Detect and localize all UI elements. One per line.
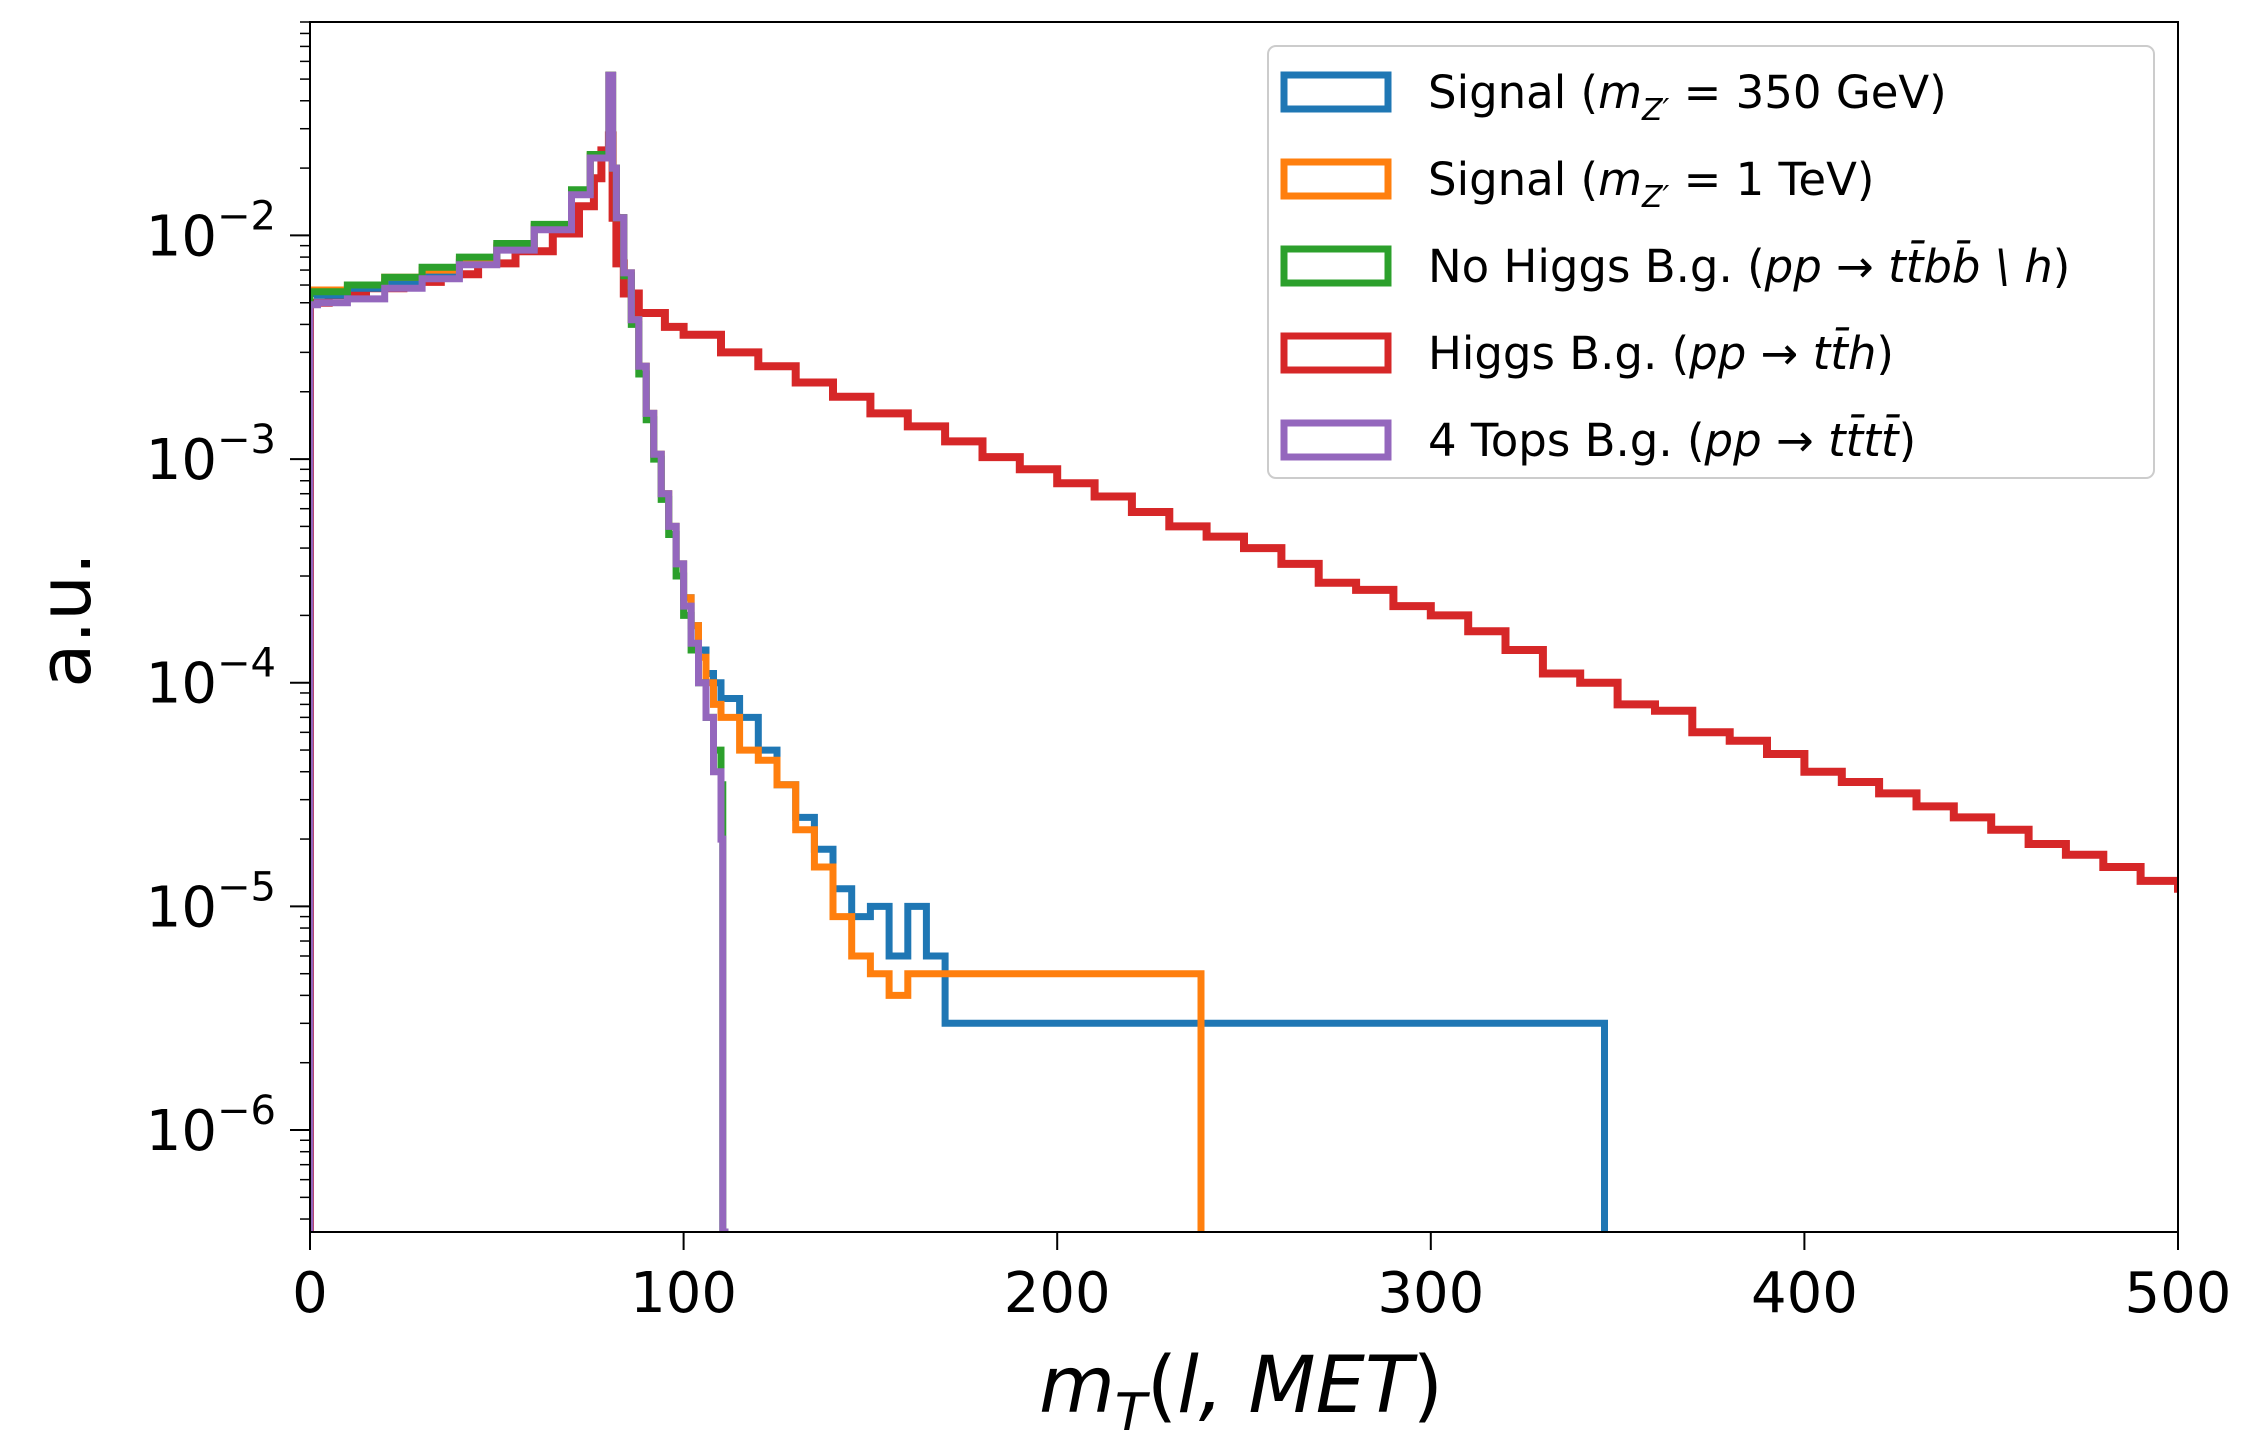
legend-swatch [1280,245,1392,287]
legend-swatch [1280,332,1392,374]
series-4-line [310,71,729,1232]
y-tick-label: 10−3 [146,417,276,493]
y-minor-ticks [300,21,310,1220]
legend-label: Higgs B.g. (pp → tt̄h) [1428,327,1894,380]
series-3-line [310,131,2178,1232]
x-tick-label: 100 [630,1261,737,1326]
y-tick-label: 10−4 [146,641,276,717]
y-tick-label: 10−2 [146,193,276,269]
legend-label: Signal (mZ′ = 350 GeV) [1428,66,1947,128]
x-tick-label: 500 [2125,1261,2232,1326]
x-axis-title: mT(l, MET) [1039,1341,1443,1443]
legend-box [1267,45,2155,479]
x-tick-label: 200 [1004,1261,1111,1326]
legend: Signal (mZ′ = 350 GeV) Signal (mZ′ = 1 Te… [1267,45,2155,479]
x-axis: 0 100 200 300 400 500 [292,1232,2231,1326]
legend-swatch [1280,158,1392,200]
series-1-line [310,71,1205,1232]
legend-label: No Higgs B.g. (pp → tt̄bb̄ \ h) [1428,240,2070,293]
legend-swatch [1280,419,1392,461]
legend-swatch [1280,71,1392,113]
x-tick-label: 0 [292,1261,328,1326]
y-axis-title: a.u. [23,552,107,688]
plot-frame [309,21,2179,1233]
x-tick-label: 300 [1377,1261,1484,1326]
y-tick-label: 10−5 [146,864,276,940]
legend-label: Signal (mZ′ = 1 TeV) [1428,153,1874,215]
x-tick-label: 400 [1751,1261,1858,1326]
series-layer [310,71,2178,1232]
legend-label: 4 Tops B.g. (pp → tt̄tt̄) [1428,414,1916,467]
y-tick-label: 10−6 [146,1088,276,1164]
x-axis-title-sub: T [1115,1383,1151,1443]
x-axis-title-rest: ( [1147,1341,1177,1431]
x-axis-title-close: ) [1413,1341,1443,1431]
x-axis-title-m: m [1039,1341,1115,1431]
x-axis-title-arg: l, MET [1177,1341,1418,1431]
y-axis: 10−2 10−3 10−4 10−5 10−6 [146,193,310,1164]
